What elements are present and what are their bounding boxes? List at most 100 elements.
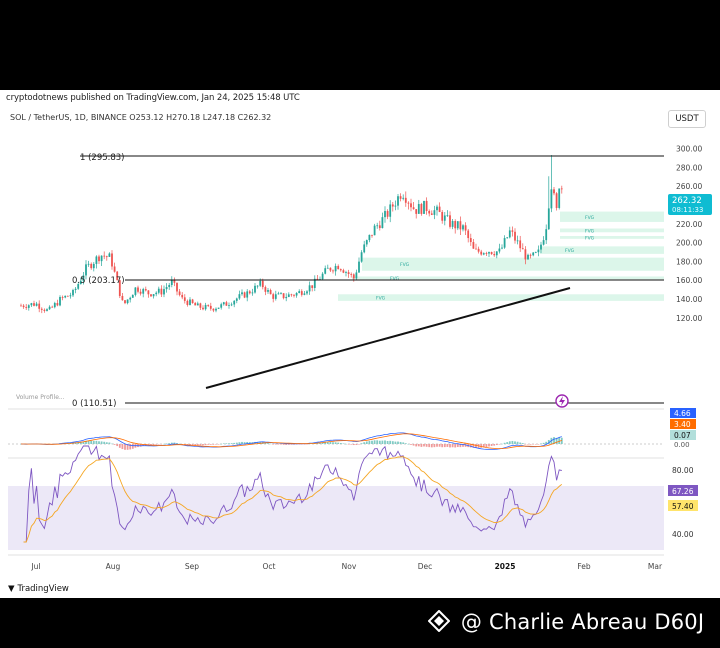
- macd-histogram-bar: [222, 443, 225, 444]
- candle-body: [553, 189, 555, 194]
- macd-histogram-bar: [113, 444, 116, 445]
- macd-histogram-bar: [534, 444, 537, 445]
- candle-body: [287, 294, 290, 297]
- candle-body: [480, 251, 483, 255]
- fvg-label: FVG: [585, 228, 595, 234]
- macd-histogram-bar: [529, 444, 532, 445]
- macd-histogram-bar: [456, 444, 459, 448]
- symbol-ohlc-line[interactable]: SOL / TetherUS, 1D, BINANCE O253.12 H270…: [10, 113, 272, 122]
- candle-body: [529, 254, 532, 256]
- macd-histogram-bar: [475, 444, 477, 448]
- macd-histogram-bar: [150, 444, 152, 446]
- macd-histogram-bar: [189, 444, 191, 446]
- candle-body: [251, 292, 254, 294]
- candle-body: [191, 299, 194, 304]
- candle-body: [147, 290, 150, 295]
- time-tick-label: Nov: [342, 562, 357, 571]
- candle-body: [519, 240, 522, 249]
- macd-histogram-bar: [560, 437, 563, 444]
- macd-histogram-bar: [178, 443, 181, 445]
- watermark-text: @ Charlie Abreau D60J: [460, 610, 705, 634]
- candle-body: [222, 302, 225, 305]
- candle-body: [176, 282, 178, 292]
- macd-histogram-bar: [326, 441, 329, 444]
- macd-histogram-bar: [524, 444, 527, 445]
- macd-histogram-bar: [282, 444, 285, 445]
- candle-body: [170, 280, 173, 285]
- macd-histogram-bar: [160, 444, 163, 445]
- macd-histogram-bar: [384, 440, 386, 444]
- flash-icon-bolt: [559, 396, 565, 406]
- candle-body: [477, 248, 480, 252]
- macd-histogram-bar: [436, 444, 438, 447]
- macd-histogram-bar: [202, 444, 204, 446]
- macd-histogram-bar: [100, 441, 103, 444]
- price-tick-label: 300.00: [676, 145, 702, 154]
- macd-badge-macd: [670, 408, 696, 418]
- candle-body: [399, 196, 402, 199]
- macd-signal-value: 3.40: [674, 420, 691, 429]
- macd-histogram-bar: [501, 443, 503, 445]
- candle-body: [368, 234, 371, 241]
- candle-body: [150, 294, 152, 297]
- tradingview-logo[interactable]: ▼ TradingView: [8, 584, 69, 594]
- candle-body: [282, 293, 285, 299]
- candle-body: [183, 297, 186, 301]
- macd-histogram-bar: [324, 441, 327, 444]
- candle-body: [48, 306, 51, 310]
- candle-body: [129, 297, 132, 300]
- macd-histogram-bar: [121, 444, 124, 450]
- candle-body: [40, 308, 43, 310]
- macd-histogram-bar: [215, 444, 217, 445]
- macd-histogram-bar: [558, 437, 561, 444]
- macd-histogram-bar: [90, 440, 93, 444]
- candle-body: [303, 293, 306, 295]
- macd-histogram-bar: [399, 441, 402, 444]
- candle-body: [381, 217, 384, 229]
- currency-badge[interactable]: USDT: [668, 110, 706, 128]
- macd-histogram-bar: [503, 442, 506, 444]
- candle-body: [436, 206, 438, 211]
- candle-body: [178, 291, 181, 295]
- price-tick-label: 260.00: [676, 182, 702, 191]
- macd-histogram-bar: [131, 444, 134, 449]
- macd-histogram-bar: [360, 443, 363, 444]
- candle-body: [456, 221, 459, 229]
- candle-body: [152, 294, 155, 297]
- candle-body: [425, 200, 428, 211]
- macd-histogram-bar: [490, 444, 493, 446]
- macd-histogram-bar: [163, 443, 165, 445]
- candle-body: [155, 292, 158, 295]
- macd-value: 4.66: [674, 409, 691, 418]
- candle-body: [423, 200, 425, 214]
- candle-body: [311, 285, 314, 288]
- candle-body: [441, 211, 444, 221]
- candle-body: [22, 305, 25, 308]
- candle-body: [428, 210, 431, 214]
- macd-badge-hist: [670, 430, 696, 440]
- macd-histogram-bar: [540, 443, 542, 444]
- macd-histogram-bar: [118, 444, 121, 448]
- rsi-ma-line: [23, 456, 563, 543]
- macd-histogram-bar: [87, 440, 90, 444]
- macd-histogram-bar: [488, 444, 490, 447]
- candle-body: [100, 255, 103, 262]
- macd-histogram-bar: [451, 444, 454, 448]
- candle-body: [394, 205, 397, 207]
- macd-histogram-bar: [170, 442, 173, 444]
- candle-body: [186, 300, 189, 305]
- macd-histogram-bar: [79, 441, 82, 444]
- candle-body: [64, 295, 67, 298]
- candle-body: [35, 303, 38, 306]
- macd-histogram-bar: [212, 444, 215, 445]
- candle-body: [493, 254, 496, 256]
- candle-body: [233, 300, 236, 305]
- fib-label-05: 0.5 (203.17): [72, 276, 125, 286]
- fib-label-1: 1 (295.83): [80, 153, 124, 163]
- candle-body: [269, 290, 272, 295]
- candle-body: [326, 267, 329, 269]
- macd-histogram-bar: [280, 444, 282, 445]
- candle-body: [332, 270, 334, 272]
- candle-body: [321, 273, 324, 280]
